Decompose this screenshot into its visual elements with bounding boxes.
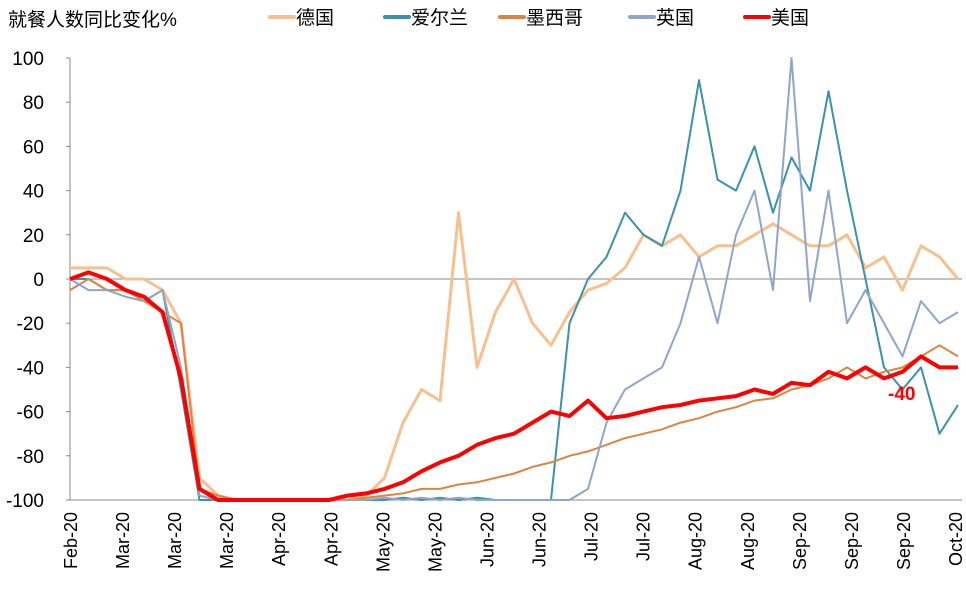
x-tick-label: Sep-20 (894, 512, 914, 570)
x-tick-label: Apr-20 (269, 512, 289, 566)
legend-label: 德国 (296, 7, 334, 29)
x-tick-label: Mar-20 (113, 512, 133, 569)
series-lines (69, 57, 960, 502)
annotation-label: -40 (888, 384, 915, 405)
x-tick-label: Apr-20 (321, 512, 341, 566)
legend-label: 爱尔兰 (411, 7, 468, 29)
x-tick-label: Jun-20 (530, 512, 550, 567)
x-tick-label: Sep-20 (790, 512, 810, 570)
legend-label: 美国 (771, 7, 809, 29)
y-tick-label: 80 (23, 93, 44, 114)
x-tick-label: Mar-20 (217, 512, 237, 569)
y-tick-label: 60 (23, 137, 44, 158)
x-tick-label: May-20 (425, 512, 445, 572)
x-tick-label: Jun-20 (477, 512, 497, 567)
legend-label: 墨西哥 (526, 8, 583, 29)
legend: 德国 爱尔兰 墨西哥 英国 美国 (268, 7, 809, 29)
y-tick-label: 100 (12, 49, 44, 70)
x-tick-label: Jul-20 (582, 512, 602, 561)
x-tick-label: Sep-20 (842, 512, 862, 570)
y-tick-label: -20 (17, 314, 44, 335)
y-axis-title: 就餐人数同比变化% (8, 9, 177, 31)
series-line-爱尔兰 (70, 79, 959, 501)
y-tick-label: 20 (23, 226, 44, 247)
y-axis: 100 80 60 40 20 0 -20 -40 -60 -80 -100 (6, 49, 962, 512)
y-tick-label: -60 (17, 403, 44, 424)
x-tick-label: Jul-20 (634, 512, 654, 561)
y-tick-label: -100 (6, 491, 44, 512)
x-tick-label: Aug-20 (738, 512, 758, 570)
x-tick-label: May-20 (373, 512, 393, 572)
x-axis: Feb-20 Mar-20 Mar-20 Mar-20 Apr-20 Apr-20 May-… (61, 499, 966, 572)
y-tick-label: -80 (17, 447, 44, 468)
y-tick-label: -40 (17, 358, 44, 379)
x-tick-label: Aug-20 (686, 512, 706, 570)
series-line-墨西哥 (69, 278, 959, 501)
x-tick-label: Oct-20 (946, 512, 966, 566)
x-tick-label: Mar-20 (165, 512, 185, 569)
y-tick-label: 0 (33, 270, 44, 291)
series-line-德国 (70, 211, 960, 502)
x-tick-label: Feb-20 (61, 512, 81, 569)
legend-label: 英国 (656, 7, 694, 29)
y-tick-label: 40 (23, 182, 44, 203)
series-line-美国 (69, 270, 958, 502)
